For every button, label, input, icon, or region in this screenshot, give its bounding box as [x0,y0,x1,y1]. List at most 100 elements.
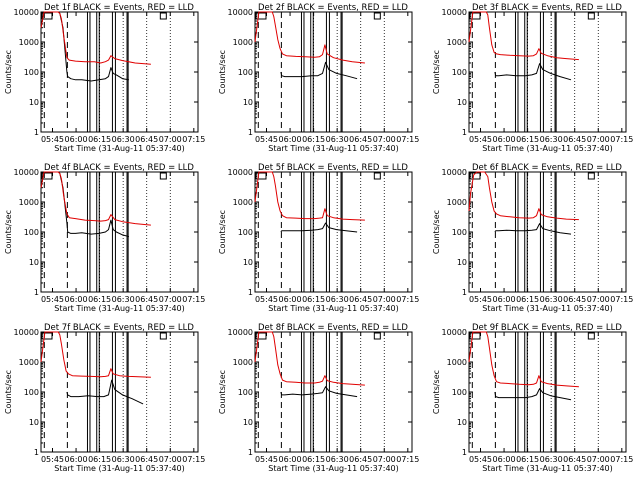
y-tick-label: 100 [24,68,39,77]
x-tick-label: 06:15 [516,455,539,464]
x-tick-label: 06:15 [302,455,325,464]
x-axis-label: Start Time (31-Aug-11 05:37:40) [482,464,613,473]
y-tick-label: 10000 [442,328,467,337]
x-tick-label: 07:00 [159,295,182,304]
x-tick-label: 06:00 [279,455,302,464]
plot-frame [40,11,199,133]
chart-title: Det 6f BLACK = Events, RED = LLD [472,163,622,173]
corner-marker-left [255,172,267,180]
x-tick-label: 07:15 [396,295,419,304]
events-series-line [494,388,572,401]
chart-title: Det 2f BLACK = Events, RED = LLD [258,3,408,13]
x-tick-label: 07:00 [587,135,610,144]
events-series-line [280,386,358,398]
y-axis-label: Counts/sec [218,50,227,94]
y-tick-label: 1 [462,448,467,457]
y-axis-label: Counts/sec [432,370,441,414]
y-tick-label: 1000 [19,38,39,47]
lld-series-line [468,331,579,388]
corner-marker-right [159,172,167,180]
lld-series-line [40,11,151,65]
y-tick-label: 100 [24,228,39,237]
x-tick-label: 05:45 [41,295,64,304]
y-tick-label: 1000 [19,358,39,367]
x-tick-label: 05:45 [255,295,278,304]
chart-panel-4: Det 4f BLACK = Events, RED = LLD 1 10 100 10… [4,163,205,313]
lld-series-line [254,171,365,221]
x-tick-label: 06:45 [563,295,586,304]
x-tick-label: 05:45 [469,455,492,464]
corner-marker-right [373,172,381,180]
x-axis-label: Start Time (31-Aug-11 05:37:40) [54,144,185,153]
corner-marker-right [587,12,595,20]
x-tick-label: 07:00 [373,135,396,144]
y-tick-label: 1 [34,288,39,297]
x-tick-label: 07:15 [182,455,205,464]
x-tick-label: 05:45 [469,135,492,144]
y-tick-label: 10 [29,98,39,107]
corner-marker-right [587,172,595,180]
x-tick-label: 07:15 [182,135,205,144]
x-tick-label: 07:15 [396,135,419,144]
chart-panel-5: Det 5f BLACK = Events, RED = LLD 1 10 100 10… [218,163,419,313]
plot-frame [40,171,199,293]
x-tick-label: 05:45 [255,455,278,464]
x-tick-label: 06:15 [302,135,325,144]
x-tick-label: 06:30 [540,455,563,464]
events-series-line [280,222,358,233]
corner-marker-left [41,172,53,180]
chart-panel-3: Det 3f BLACK = Events, RED = LLD 1 10 100 10… [432,3,633,153]
corner-marker-right [373,332,381,340]
x-tick-label: 06:00 [279,135,302,144]
y-tick-label: 1000 [233,198,253,207]
plot-frame [468,171,627,293]
x-axis-label: Start Time (31-Aug-11 05:37:40) [54,304,185,313]
x-tick-label: 06:15 [516,295,539,304]
plot-frame [468,331,627,453]
x-axis-label: Start Time (31-Aug-11 05:37:40) [54,464,185,473]
y-tick-label: 100 [452,68,467,77]
y-axis-label: Counts/sec [218,210,227,254]
y-tick-label: 1000 [447,38,467,47]
x-tick-label: 07:15 [396,455,419,464]
y-axis-label: Counts/sec [4,370,13,414]
x-tick-label: 06:45 [349,135,372,144]
y-tick-label: 10 [457,418,467,427]
x-tick-label: 07:00 [587,455,610,464]
x-tick-label: 06:30 [112,135,135,144]
events-series-line [280,61,358,80]
x-tick-label: 07:00 [373,455,396,464]
chart-title: Det 7f BLACK = Events, RED = LLD [44,323,194,333]
chart-title: Det 1f BLACK = Events, RED = LLD [44,3,194,13]
x-tick-label: 06:15 [88,455,111,464]
y-tick-label: 10000 [228,328,253,337]
x-tick-label: 07:00 [159,455,182,464]
x-tick-label: 07:00 [159,135,182,144]
chart-panel-2: Det 2f BLACK = Events, RED = LLD 1 10 100 10… [218,3,419,153]
corner-marker-left [255,332,267,340]
y-tick-label: 1000 [447,358,467,367]
x-axis-label: Start Time (31-Aug-11 05:37:40) [268,304,399,313]
y-tick-label: 1 [34,128,39,137]
x-tick-label: 07:00 [373,295,396,304]
events-series-line [66,379,144,405]
y-tick-label: 10 [457,98,467,107]
x-tick-label: 06:30 [326,135,349,144]
y-axis-label: Counts/sec [4,210,13,254]
chart-panel-1: Det 1f BLACK = Events, RED = LLD 1 10 100 10… [4,3,205,153]
x-tick-label: 06:00 [279,295,302,304]
lld-series-line [40,171,151,226]
y-tick-label: 10000 [442,8,467,17]
y-tick-label: 10000 [14,168,39,177]
y-tick-label: 1 [462,128,467,137]
y-tick-label: 10000 [228,168,253,177]
corner-marker-left [41,12,53,20]
y-tick-label: 10 [29,418,39,427]
chart-title: Det 5f BLACK = Events, RED = LLD [258,163,408,173]
chart-panel-8: Det 8f BLACK = Events, RED = LLD 1 10 100 10… [218,323,419,473]
x-tick-label: 06:45 [135,135,158,144]
lld-series-line [468,171,579,221]
y-tick-label: 1 [248,288,253,297]
x-tick-label: 06:30 [112,295,135,304]
